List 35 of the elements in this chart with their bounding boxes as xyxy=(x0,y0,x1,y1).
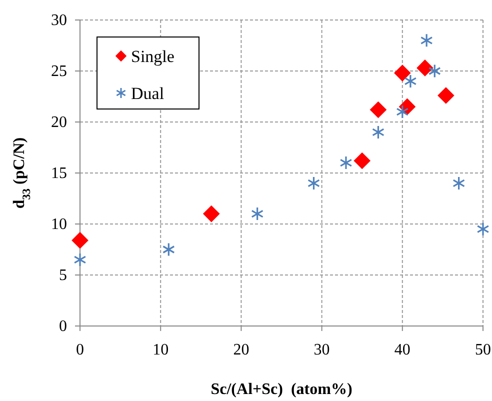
legend-label: Dual xyxy=(131,84,164,103)
x-tick-label: 20 xyxy=(233,341,250,358)
point xyxy=(394,64,411,82)
y-tick-label: 10 xyxy=(51,216,67,234)
point xyxy=(370,101,387,118)
point xyxy=(438,87,454,104)
y-tick-label: 15 xyxy=(51,165,67,182)
y-tick-label: 25 xyxy=(51,63,67,80)
point xyxy=(452,176,466,190)
y-tick-label: 0 xyxy=(59,318,67,336)
x-tick-label: 0 xyxy=(76,341,84,358)
point xyxy=(340,156,352,170)
x-axis-title: Sc/(Al+Sc) (atom%) xyxy=(210,381,352,398)
point xyxy=(428,64,441,78)
x-tick-label: 10 xyxy=(152,341,169,358)
x-tick-label: 30 xyxy=(314,341,330,358)
point xyxy=(202,205,220,222)
y-tick-label: 30 xyxy=(51,12,67,30)
point xyxy=(74,252,86,267)
y-tick-label: 20 xyxy=(51,114,67,132)
point xyxy=(162,242,175,257)
point xyxy=(420,33,433,48)
point xyxy=(396,104,409,119)
x-tick-label: 50 xyxy=(475,341,491,358)
point xyxy=(416,60,434,76)
point xyxy=(476,222,490,236)
point xyxy=(354,152,370,170)
point xyxy=(372,125,384,140)
legend-label: Single xyxy=(131,47,174,66)
y-tick-label: 5 xyxy=(59,267,67,284)
x-tick-label: 40 xyxy=(394,341,410,358)
point xyxy=(404,74,417,88)
point xyxy=(251,206,264,221)
point xyxy=(308,176,320,190)
point xyxy=(72,232,88,249)
